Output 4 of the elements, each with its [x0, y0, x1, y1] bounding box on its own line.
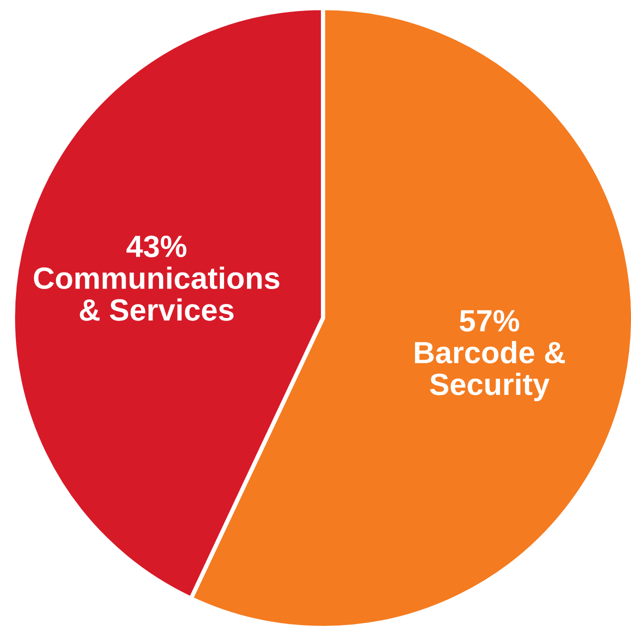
- slice-label: Barcode & Security: [415, 340, 565, 402]
- data-label: 57%: [460, 310, 520, 332]
- slice-label: Communications & Services: [34, 266, 280, 321]
- data-label: 43%: [126, 236, 186, 258]
